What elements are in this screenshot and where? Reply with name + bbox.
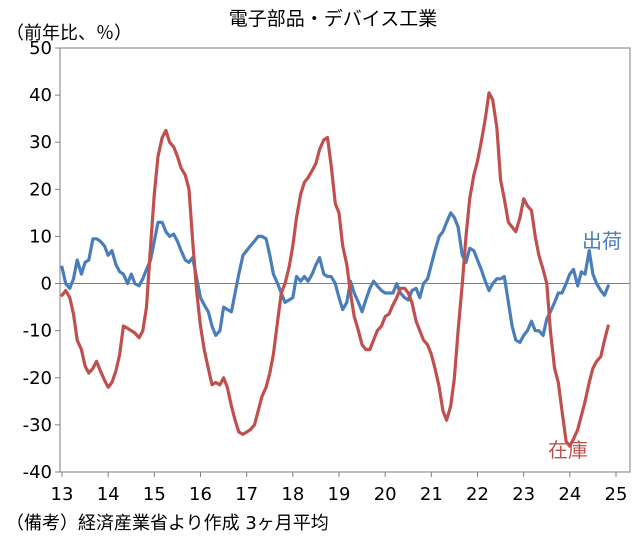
x-tick-label: 13	[51, 484, 74, 505]
x-tick-label: 22	[466, 484, 489, 505]
x-tick-label: 20	[374, 484, 397, 505]
series-line-inventory	[60, 91, 610, 448]
x-axis-ticks: 13 14 15 16 17 18 19 20 21 22 23 24 25	[51, 472, 628, 505]
y-tick-label: 10	[29, 226, 52, 247]
y-tick-label: -20	[23, 368, 52, 389]
x-tick-label: 23	[512, 484, 535, 505]
x-tick-label: 19	[328, 484, 351, 505]
y-tick-label: 40	[29, 85, 52, 106]
x-tick-label: 17	[235, 484, 258, 505]
plot-area-frame	[59, 47, 631, 473]
x-tick-label: 16	[189, 484, 212, 505]
x-tick-label: 18	[281, 484, 304, 505]
axes	[59, 47, 631, 473]
unit-label: （前年比、％）	[6, 23, 132, 44]
x-tick-label: 15	[143, 484, 166, 505]
y-tick-label: -40	[23, 462, 52, 483]
y-tick-label: 50	[29, 38, 52, 59]
source-note: （備考）経済産業省より作成 3ヶ月平均	[6, 513, 329, 534]
y-tick-label: 20	[29, 179, 52, 200]
series-label-inventory: 在庫	[548, 438, 588, 462]
chart-title: 電子部品・デバイス工業	[229, 8, 437, 30]
x-tick-label: 14	[97, 484, 120, 505]
series-lines	[60, 91, 610, 448]
x-tick-label: 25	[605, 484, 628, 505]
x-tick-label: 21	[420, 484, 443, 505]
y-tick-label: 30	[29, 132, 52, 153]
series-label-shipments: 出荷	[582, 229, 622, 253]
y-tick-label: -30	[23, 415, 52, 436]
x-tick-label: 24	[558, 484, 581, 505]
y-tick-label: 0	[41, 274, 52, 295]
y-tick-label: -10	[23, 321, 52, 342]
y-axis-ticks: -40 -30 -20 -10 0 10 20 30 40 50	[23, 38, 60, 483]
series-line-shipments	[60, 211, 610, 344]
